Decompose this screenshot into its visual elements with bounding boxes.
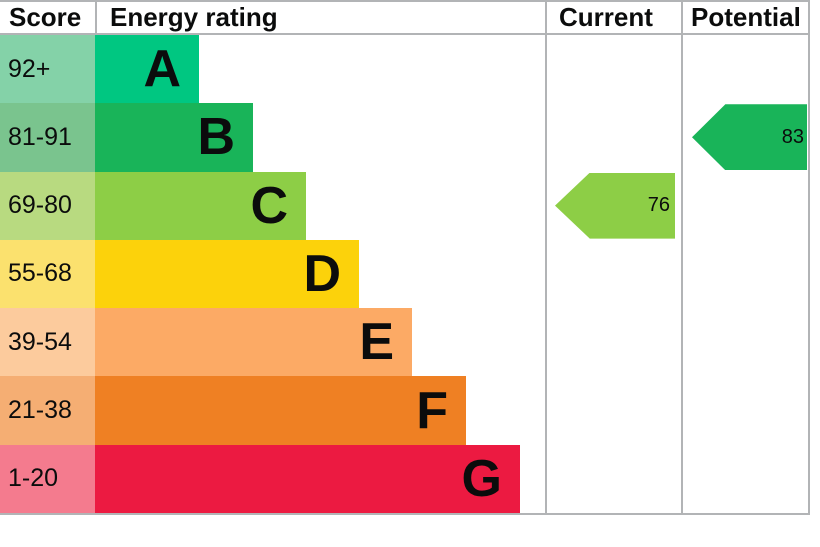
band-row-e: 39-54 E [0, 308, 545, 377]
rating-bar: C [95, 171, 306, 240]
band-row-d: 55-68 D [0, 239, 545, 309]
energy-rating-header: Energy rating [110, 2, 278, 32]
table-bottom-border [0, 513, 810, 515]
score-range-cell: 21-38 [0, 376, 95, 445]
band-row-c: 69-80 C [0, 171, 545, 240]
current-rating-arrow: 76 [555, 172, 675, 239]
rating-bar: D [95, 239, 359, 309]
band-letter: B [197, 108, 235, 167]
band-letter: E [359, 313, 394, 372]
band-letter: F [416, 381, 448, 440]
band-row-g: 1-20 G [0, 444, 545, 513]
current-rating-value: 76 [647, 194, 670, 217]
rating-bar: B [95, 103, 253, 172]
score-header: Score [9, 2, 82, 32]
band-rows: 92+ A 81-91 B 69-80 C 55-68 D 39-54 E 21… [0, 35, 545, 513]
epc-rating-chart: Score Energy rating Current Potential 92… [0, 0, 810, 515]
current-header: Current [559, 2, 653, 32]
rating-bar: F [95, 376, 466, 445]
score-range-cell: 39-54 [0, 308, 95, 377]
potential-column-divider [681, 0, 683, 515]
score-range-cell: 55-68 [0, 239, 95, 309]
score-column-divider [95, 0, 97, 35]
rating-bar: G [95, 444, 520, 513]
score-range-cell: 81-91 [0, 103, 95, 172]
band-row-f: 21-38 F [0, 376, 545, 445]
score-range-cell: 92+ [0, 35, 95, 104]
band-letter: G [461, 449, 502, 508]
band-letter: D [303, 244, 341, 303]
band-letter: C [250, 176, 288, 235]
header-bottom-border [0, 33, 810, 35]
table-top-border [0, 0, 810, 2]
table-right-border [808, 0, 810, 515]
score-range-cell: 69-80 [0, 171, 95, 240]
potential-rating-value: 83 [781, 125, 804, 148]
score-range-cell: 1-20 [0, 444, 95, 513]
potential-header: Potential [691, 2, 801, 32]
rating-bar: A [95, 35, 199, 104]
current-column-divider [545, 0, 547, 515]
band-letter: A [143, 40, 181, 99]
band-row-a: 92+ A [0, 35, 545, 104]
band-row-b: 81-91 B [0, 103, 545, 172]
rating-bar: E [95, 308, 412, 377]
potential-rating-arrow: 83 [692, 104, 807, 171]
